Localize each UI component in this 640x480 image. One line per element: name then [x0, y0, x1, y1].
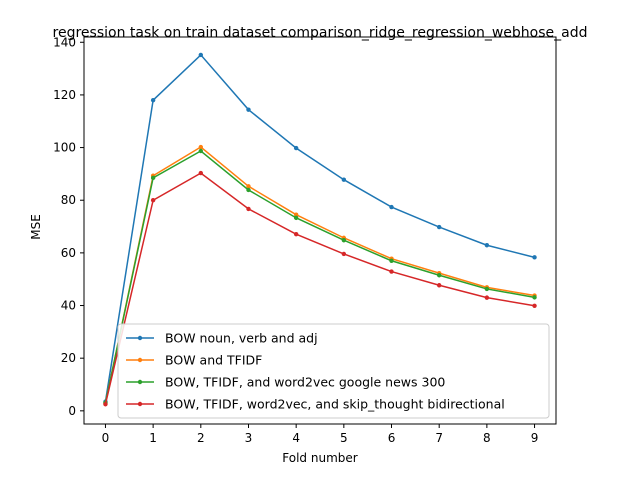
data-point [198, 170, 204, 176]
legend-item: BOW noun, verb and adj [126, 331, 318, 346]
data-point [150, 175, 156, 181]
legend-marker [137, 401, 143, 407]
data-point [293, 231, 299, 237]
legend-label: BOW noun, verb and adj [165, 331, 318, 346]
data-point [436, 224, 442, 230]
y-tick-label: 140 [53, 35, 76, 49]
series-line [104, 172, 535, 405]
x-tick-label: 6 [388, 431, 396, 445]
data-point [532, 303, 537, 308]
legend-label: BOW, TFIDF, word2vec, and skip_thought b… [165, 397, 505, 412]
data-point [293, 215, 299, 221]
legend-item: BOW, TFIDF, and word2vec google news 300 [126, 375, 445, 390]
chart-title: regression task on train dataset compari… [53, 25, 588, 41]
series-line [104, 150, 535, 404]
data-point [198, 52, 204, 58]
y-tick-label: 120 [53, 88, 76, 102]
y-tick-label: 0 [68, 404, 76, 418]
data-point [150, 198, 156, 203]
y-tick-label: 100 [53, 141, 76, 155]
y-tick-label: 60 [61, 246, 76, 260]
y-tick-label: 40 [61, 299, 76, 313]
x-tick-label: 8 [483, 431, 491, 445]
legend-marker [137, 379, 143, 385]
legend-label: BOW, TFIDF, and word2vec google news 300 [165, 375, 445, 390]
data-point [103, 402, 108, 407]
legend-label: BOW and TFIDF [165, 353, 262, 368]
y-axis-label: MSE [29, 214, 43, 240]
data-point [532, 255, 537, 260]
x-axis: 0 1 2 3 4 5 6 7 8 9 [102, 424, 539, 445]
x-tick-label: 1 [149, 431, 157, 445]
series-line [104, 53, 535, 402]
series-0 [103, 52, 537, 404]
x-tick-label: 4 [292, 431, 300, 445]
data-point [198, 148, 204, 154]
data-point [198, 144, 204, 150]
legend-box [117, 323, 550, 419]
data-point [436, 273, 442, 278]
plot-frame [83, 36, 557, 425]
legend: BOW noun, verb and adj BOW and TFIDF BOW, … [117, 323, 550, 419]
y-tick-label: 20 [61, 351, 76, 365]
x-tick-label: 5 [340, 431, 348, 445]
data-point [389, 269, 394, 274]
x-tick-label: 3 [245, 431, 253, 445]
data-point [389, 258, 394, 263]
data-point [150, 97, 156, 103]
data-point [246, 206, 251, 212]
data-point [484, 286, 490, 292]
x-tick-label: 0 [102, 431, 110, 445]
data-point [341, 238, 347, 243]
data-point [532, 295, 537, 300]
x-tick-label: 9 [531, 431, 539, 445]
series-3 [103, 170, 537, 407]
data-point [389, 204, 394, 210]
legend-item: BOW, TFIDF, word2vec, and skip_thought b… [126, 397, 505, 412]
legend-item: BOW and TFIDF [126, 353, 262, 368]
y-axis: 0 20 40 60 80 100 120 140 [53, 35, 84, 418]
data-point [341, 251, 347, 257]
data-point [293, 145, 299, 151]
legend-marker [137, 335, 143, 341]
plot-area [83, 36, 557, 425]
legend-marker [137, 357, 143, 363]
data-point [246, 107, 251, 112]
series-line [104, 146, 535, 404]
y-tick-label: 80 [61, 193, 76, 207]
x-tick-label: 7 [435, 431, 443, 445]
x-axis-label: Fold number [282, 451, 357, 465]
data-point [293, 212, 299, 217]
data-point [436, 283, 442, 288]
x-tick-label: 2 [197, 431, 205, 445]
data-point [484, 295, 490, 300]
data-point [246, 184, 251, 189]
data-point [484, 243, 490, 248]
data-point [341, 177, 347, 182]
data-point [246, 187, 251, 193]
